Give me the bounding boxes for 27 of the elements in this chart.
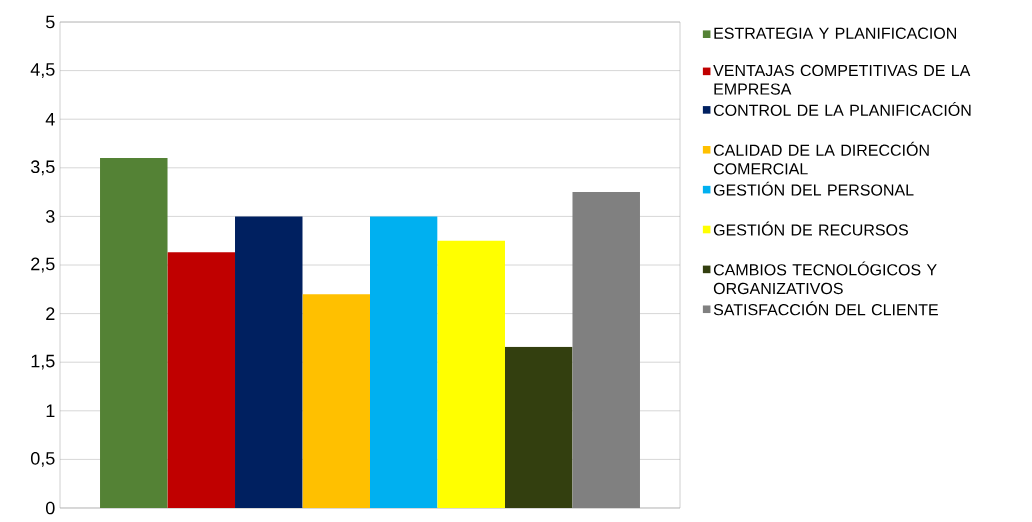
bar: [572, 192, 640, 508]
legend-label: SATISFACCIÓN DEL CLIENTE: [713, 301, 938, 316]
y-tick-label: 0: [45, 501, 55, 515]
legend-label: ESTRATEGIA Y PLANIFICACION: [714, 27, 957, 39]
bar: [100, 158, 168, 508]
legend-label: GESTIÓN DE RECURSOS: [713, 221, 908, 236]
y-tick-label: 4: [45, 113, 55, 126]
legend-label: CONTROL DE LA PLANIFICACIÓN: [713, 101, 971, 116]
bar: [504, 346, 573, 508]
legend-label: CALIDAD DE LA DIRECCIÓN COMERCIAL: [713, 141, 929, 175]
y-tick-label: 2,5: [31, 257, 55, 273]
bar: [235, 216, 303, 508]
bar: [370, 216, 438, 508]
bar: [437, 240, 505, 508]
y-tick-label: 3: [45, 210, 55, 223]
legend-label: GESTIÓN DEL PERSONAL: [713, 181, 914, 196]
y-tick-label: 2: [46, 307, 55, 320]
y-tick-label: 0,5: [30, 451, 55, 467]
bar: [302, 294, 370, 508]
y-tick-label: 1: [46, 404, 55, 417]
y-tick-label: 1,5: [31, 354, 55, 370]
y-tick-label: 5: [45, 15, 55, 29]
y-tick-label: 4,5: [30, 63, 55, 78]
y-tick-label: 3,5: [30, 160, 55, 176]
legend-label: VENTAJAS COMPETITIVAS DE LA EMPRESA: [713, 64, 971, 95]
bar: [167, 252, 236, 508]
legend-label: CAMBIOS TECNOLÓGICOS Y ORGANIZATIVOS: [713, 261, 937, 295]
